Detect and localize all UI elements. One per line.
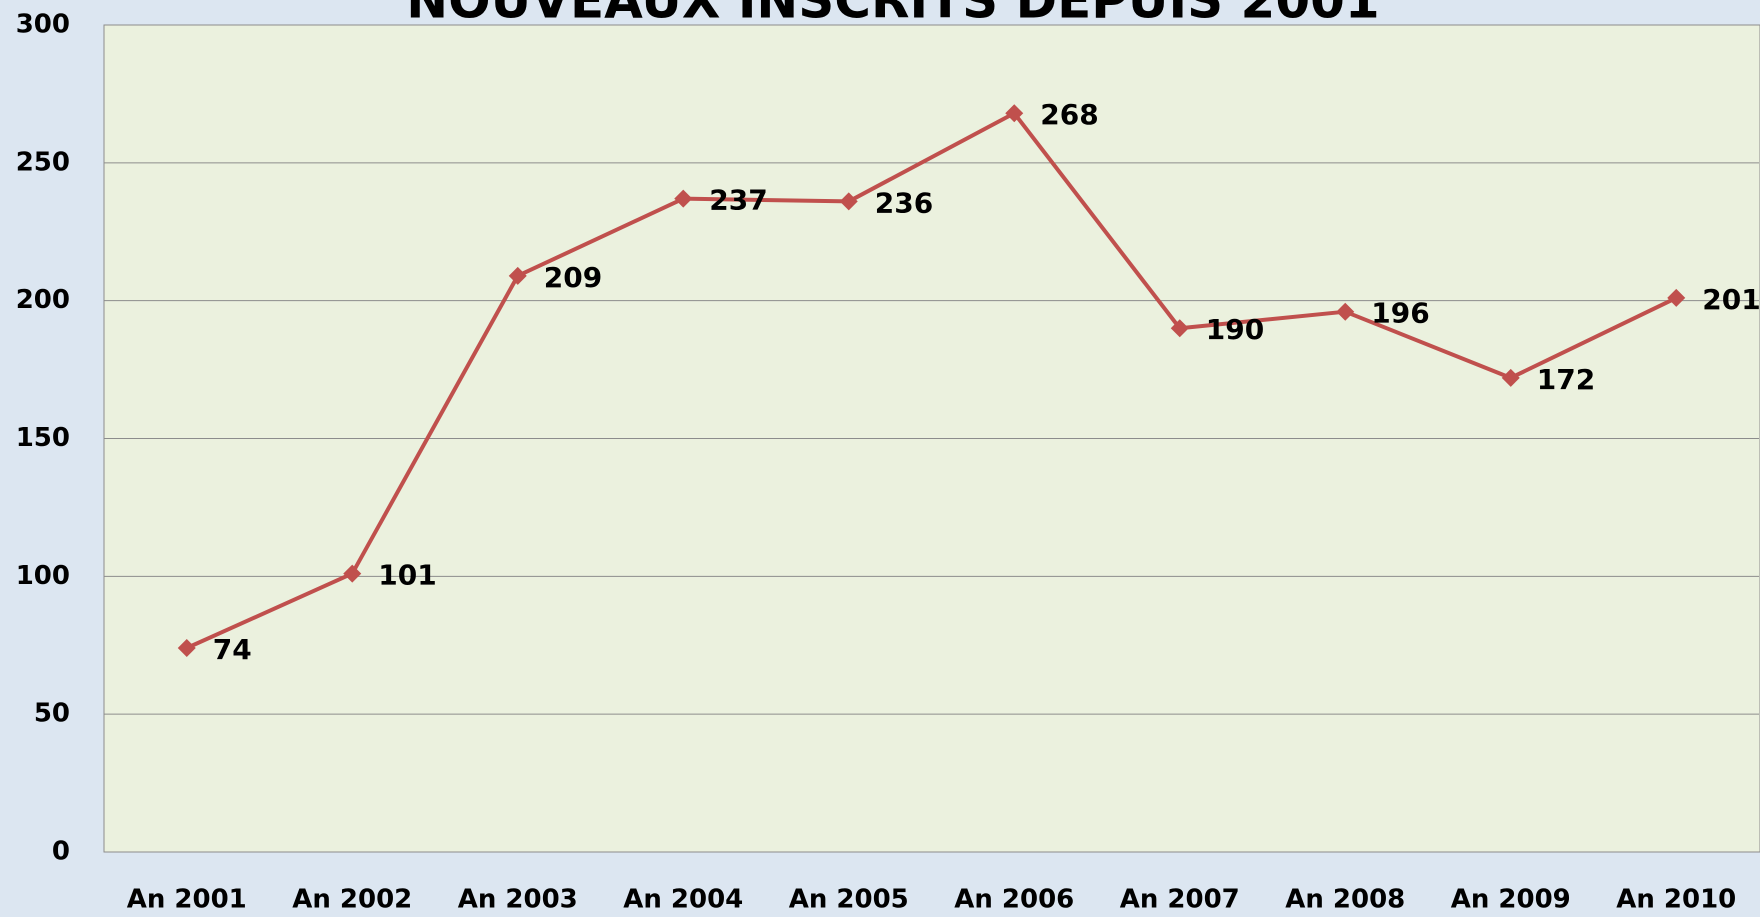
data-label: 101 [378, 559, 436, 592]
marker [508, 266, 527, 285]
data-label: 268 [1040, 98, 1098, 131]
y-tick-label: 50 [34, 699, 70, 729]
x-tick-label: An 2009 [1451, 885, 1571, 915]
data-label: 201 [1702, 283, 1760, 316]
marker [839, 192, 858, 211]
marker [1170, 319, 1189, 338]
marker [1005, 104, 1024, 123]
data-label: 196 [1371, 297, 1429, 330]
x-tick-label: An 2007 [1120, 885, 1240, 915]
data-label: 190 [1206, 313, 1264, 346]
y-tick-label: 0 [52, 837, 70, 867]
marker [1667, 288, 1686, 307]
x-tick-label: An 2005 [789, 885, 909, 915]
x-tick-label: An 2008 [1285, 885, 1405, 915]
x-tick-label: An 2002 [292, 885, 412, 915]
data-label: 237 [709, 184, 767, 217]
data-label: 236 [875, 186, 933, 219]
x-tick-label: An 2006 [954, 885, 1074, 915]
y-tick-label: 200 [16, 285, 70, 315]
x-tick-label: An 2010 [1616, 885, 1736, 915]
x-tick-label: An 2003 [458, 885, 578, 915]
marker [674, 189, 693, 208]
line [185, 111, 1678, 650]
y-tick-label: 100 [16, 561, 70, 591]
marker [343, 564, 362, 583]
x-tick-label: An 2004 [623, 885, 743, 915]
y-tick-label: 250 [16, 147, 70, 177]
x-tick-label: An 2001 [127, 885, 247, 915]
data-label: 172 [1537, 363, 1595, 396]
y-tick-label: 150 [16, 423, 70, 453]
marker [177, 639, 196, 658]
y-tick-label: 300 [16, 10, 70, 40]
data-label: 74 [213, 633, 252, 666]
marker [1336, 302, 1355, 321]
data-label: 209 [544, 261, 602, 294]
marker [1501, 368, 1520, 387]
